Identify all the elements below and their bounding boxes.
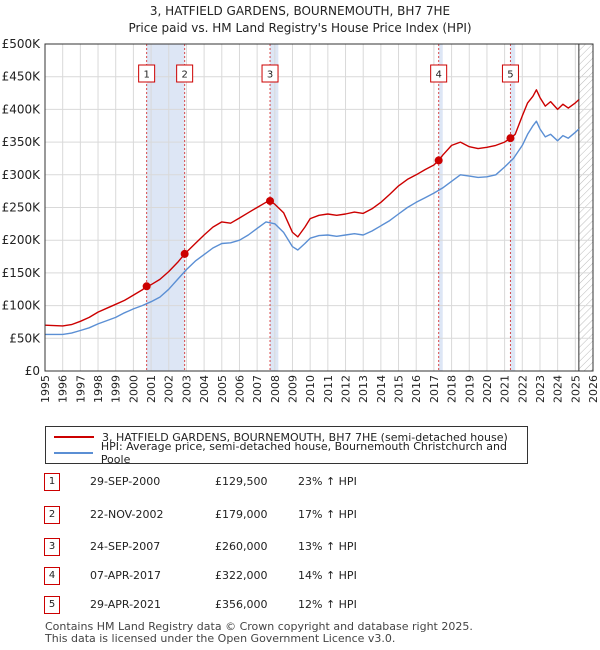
chart-title: 3, HATFIELD GARDENS, BOURNEMOUTH, BH7 7H… bbox=[149, 4, 451, 18]
sale-label-number: 3 bbox=[267, 70, 273, 81]
sale-price: £260,000 bbox=[215, 540, 268, 553]
sale-date: 24-SEP-2007 bbox=[90, 540, 161, 553]
y-tick-label: £50K bbox=[9, 331, 41, 345]
x-tick-label: 2012 bbox=[340, 375, 353, 403]
x-tick-label: 1997 bbox=[74, 375, 87, 403]
x-tick-label: 2004 bbox=[198, 375, 211, 403]
sale-number-badge: 2 bbox=[44, 506, 60, 524]
sale-hpi-diff: 23% ↑ HPI bbox=[298, 475, 357, 488]
sale-label-box bbox=[501, 64, 519, 83]
sale-point bbox=[266, 196, 275, 205]
x-tick-label: 2010 bbox=[304, 375, 317, 403]
legend-item-hpi: HPI: Average price, semi-detached house,… bbox=[54, 440, 527, 466]
sale-hpi-diff: 14% ↑ HPI bbox=[298, 569, 357, 582]
sale-price: £129,500 bbox=[215, 475, 268, 488]
x-tick-label: 2026 bbox=[587, 375, 600, 403]
x-tick-label: 1998 bbox=[92, 375, 105, 403]
y-tick-label: £500K bbox=[2, 37, 42, 51]
x-tick-label: 2008 bbox=[269, 375, 282, 403]
hpi-line bbox=[45, 120, 580, 336]
x-tick-label: 2006 bbox=[233, 375, 246, 403]
sale-price: £356,000 bbox=[215, 598, 268, 611]
y-tick-label: £0 bbox=[25, 364, 40, 378]
x-tick-label: 2001 bbox=[145, 375, 158, 403]
sale-point bbox=[180, 249, 189, 258]
legend: 3, HATFIELD GARDENS, BOURNEMOUTH, BH7 7H… bbox=[45, 426, 528, 466]
x-tick-label: 2003 bbox=[180, 375, 193, 403]
sale-label-number: 2 bbox=[181, 70, 187, 81]
x-tick-label: 1996 bbox=[57, 375, 70, 403]
y-tick-label: £250K bbox=[2, 201, 42, 215]
x-tick-label: 2009 bbox=[286, 375, 299, 403]
sale-label-box bbox=[138, 64, 156, 83]
x-tick-label: 2005 bbox=[216, 375, 229, 403]
x-tick-label: 2020 bbox=[481, 375, 494, 403]
x-tick-label: 2014 bbox=[375, 375, 388, 403]
footer-copyright: Contains HM Land Registry data © Crown c… bbox=[45, 620, 473, 633]
sale-point bbox=[434, 156, 443, 165]
sale-label-number: 1 bbox=[143, 70, 149, 81]
x-tick-label: 2016 bbox=[410, 375, 423, 403]
sale-number-badge: 3 bbox=[44, 538, 60, 556]
x-tick-label: 2023 bbox=[534, 375, 547, 403]
footer-licence: This data is licensed under the Open Gov… bbox=[45, 632, 396, 645]
sale-label-number: 5 bbox=[507, 70, 513, 81]
sale-hpi-diff: 17% ↑ HPI bbox=[298, 508, 357, 521]
sale-date: 07-APR-2017 bbox=[90, 569, 162, 582]
sale-number-badge: 1 bbox=[44, 473, 60, 491]
y-tick-label: £200K bbox=[2, 233, 42, 247]
sale-row: 1 29-SEP-2000 £129,500 23% ↑ HPI bbox=[44, 473, 404, 491]
sale-label-box bbox=[430, 64, 448, 83]
legend-label-property: 3, HATFIELD GARDENS, BOURNEMOUTH, BH7 7H… bbox=[102, 430, 508, 444]
x-tick-label: 2011 bbox=[322, 375, 335, 403]
sale-label-number: 4 bbox=[435, 70, 441, 81]
chart-subtitle: Price paid vs. HM Land Registry's House … bbox=[128, 21, 472, 35]
x-tick-label: 1995 bbox=[39, 375, 52, 403]
sale-point bbox=[506, 134, 515, 143]
plot-frame bbox=[44, 43, 594, 372]
x-tick-label: 2013 bbox=[357, 375, 370, 403]
price-chart: 1 2 3 4 5 £0 £50K £100K £150K £200K £250K £300K £350… bbox=[2, 37, 600, 403]
sale-hpi-diff: 12% ↑ HPI bbox=[298, 598, 357, 611]
sale-row: 4 07-APR-2017 £322,000 14% ↑ HPI bbox=[44, 567, 404, 585]
legend-swatch-property bbox=[54, 436, 94, 438]
y-tick-label: £100K bbox=[2, 299, 42, 313]
x-tick-label: 2002 bbox=[163, 375, 176, 403]
y-tick-label: £400K bbox=[2, 102, 42, 116]
legend-item-property: 3, HATFIELD GARDENS, BOURNEMOUTH, BH7 7H… bbox=[54, 429, 508, 445]
x-tick-label: 2021 bbox=[499, 375, 512, 403]
x-tick-label: 2015 bbox=[393, 375, 406, 403]
sale-label-box bbox=[176, 64, 194, 83]
sale-row: 3 24-SEP-2007 £260,000 13% ↑ HPI bbox=[44, 538, 404, 556]
x-tick-label: 2022 bbox=[516, 375, 529, 403]
x-tick-label: 1999 bbox=[110, 375, 123, 403]
x-tick-label: 2025 bbox=[569, 375, 582, 403]
x-tick-label: 2024 bbox=[552, 375, 565, 403]
sale-price: £322,000 bbox=[215, 569, 268, 582]
x-tick-label: 2018 bbox=[446, 375, 459, 403]
x-tick-label: 2017 bbox=[428, 375, 441, 403]
sale-point bbox=[142, 282, 151, 291]
sale-number-badge: 5 bbox=[44, 596, 60, 614]
sale-row: 5 29-APR-2021 £356,000 12% ↑ HPI bbox=[44, 596, 404, 614]
sale-number-badge: 4 bbox=[44, 567, 60, 585]
y-tick-label: £350K bbox=[2, 135, 42, 149]
sale-date: 29-APR-2021 bbox=[90, 598, 162, 611]
sale-label-box bbox=[261, 64, 279, 83]
legend-label-hpi: HPI: Average price, semi-detached house,… bbox=[100, 440, 507, 466]
sale-price: £179,000 bbox=[215, 508, 268, 521]
legend-swatch-hpi bbox=[54, 452, 93, 454]
y-tick-label: £150K bbox=[2, 266, 42, 280]
x-tick-label: 2000 bbox=[127, 375, 140, 403]
sale-date: 22-NOV-2002 bbox=[90, 508, 164, 521]
sale-date: 29-SEP-2000 bbox=[90, 475, 161, 488]
y-tick-label: £450K bbox=[2, 70, 42, 84]
x-tick-label: 2007 bbox=[251, 375, 264, 403]
sale-hpi-diff: 13% ↑ HPI bbox=[298, 540, 357, 553]
sale-row: 2 22-NOV-2002 £179,000 17% ↑ HPI bbox=[44, 506, 404, 524]
y-tick-label: £300K bbox=[2, 168, 42, 182]
x-tick-label: 2019 bbox=[463, 375, 476, 403]
